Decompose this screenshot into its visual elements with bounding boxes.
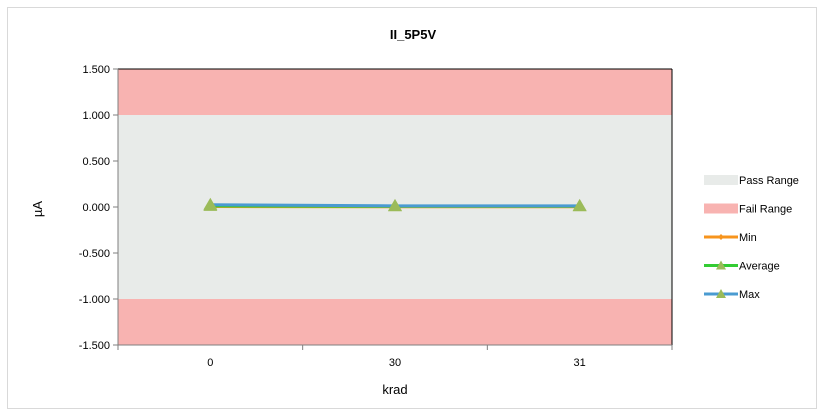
y-axis-title: µA — [30, 201, 45, 217]
legend-marker-min — [718, 234, 724, 240]
data-point-max — [572, 198, 587, 211]
legend-label-min: Min — [739, 232, 757, 244]
y-tick-label: 0.500 — [82, 156, 110, 168]
y-tick-label: 1.000 — [82, 110, 110, 122]
y-tick-label: 0.000 — [82, 202, 110, 214]
legend-label-pass-range: Pass Range — [739, 175, 799, 187]
plot-area: 1.500 1.000 0.500 0.000 -0.500 -1.000 -1.500 0 3… — [79, 64, 673, 369]
fail-range-upper-band — [118, 69, 672, 115]
y-tick-label: -1.000 — [79, 294, 110, 306]
legend-swatch-fail-range — [704, 203, 738, 214]
x-tick-label: 30 — [389, 357, 401, 369]
x-axis-title: krad — [382, 382, 407, 397]
legend-label-fail-range: Fail Range — [739, 204, 792, 216]
fail-range-lower-band — [118, 299, 672, 345]
legend-marker-average — [716, 260, 726, 270]
legend-marker-max — [716, 289, 726, 298]
y-tick-label: -1.500 — [79, 340, 110, 352]
y-tick-label: -0.500 — [79, 248, 110, 260]
data-point-max — [388, 198, 402, 211]
x-tick-label: 31 — [574, 357, 586, 369]
legend-swatch-pass-range — [704, 175, 738, 185]
data-point-max — [203, 197, 218, 210]
y-tick-label: 1.500 — [82, 64, 110, 76]
legend: Pass Range Fail Range Min Average Max — [704, 175, 799, 301]
x-tick-label: 0 — [207, 357, 213, 369]
legend-label-max: Max — [739, 289, 760, 301]
legend-label-average: Average — [739, 261, 780, 273]
chart-title: II_5P5V — [390, 27, 437, 42]
